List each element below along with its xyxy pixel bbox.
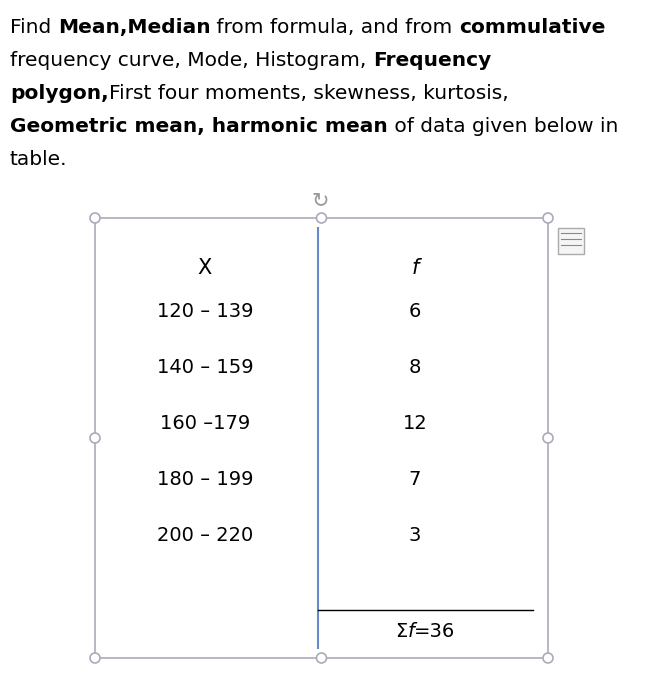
Text: X: X	[198, 258, 212, 278]
Text: Geometric mean, harmonic mean: Geometric mean, harmonic mean	[10, 117, 388, 136]
Circle shape	[543, 653, 553, 663]
Circle shape	[90, 433, 100, 443]
Circle shape	[316, 213, 326, 223]
Text: Frequency: Frequency	[373, 51, 491, 70]
Text: table.: table.	[10, 150, 68, 169]
Circle shape	[90, 653, 100, 663]
Bar	[558, 228, 584, 254]
Text: =36: =36	[414, 622, 456, 641]
Text: 160 –179: 160 –179	[160, 414, 250, 433]
Text: polygon,: polygon,	[10, 84, 108, 103]
Text: ↻: ↻	[311, 190, 328, 210]
Circle shape	[543, 213, 553, 223]
Text: 12: 12	[403, 414, 427, 433]
Text: 8: 8	[409, 358, 421, 377]
Text: 120 – 139: 120 – 139	[157, 302, 254, 321]
Text: First four moments, skewness, kurtosis,: First four moments, skewness, kurtosis,	[108, 84, 508, 103]
Text: Σ: Σ	[395, 622, 407, 641]
Text: frequency curve, Mode, Histogram,: frequency curve, Mode, Histogram,	[10, 51, 373, 70]
Text: Find: Find	[10, 18, 58, 37]
Text: from formula, and from: from formula, and from	[210, 18, 459, 37]
Circle shape	[543, 433, 553, 443]
Bar	[95, 218, 548, 658]
Text: Mean,Median: Mean,Median	[58, 18, 210, 37]
Circle shape	[316, 653, 326, 663]
Text: 7: 7	[409, 470, 421, 489]
Circle shape	[90, 213, 100, 223]
Text: f: f	[407, 622, 414, 641]
Text: 6: 6	[409, 302, 421, 321]
Text: commulative: commulative	[459, 18, 605, 37]
Text: f: f	[411, 258, 419, 278]
Text: of data given below in: of data given below in	[388, 117, 618, 136]
Text: 200 – 220: 200 – 220	[157, 526, 253, 545]
Text: 180 – 199: 180 – 199	[157, 470, 254, 489]
Text: 3: 3	[409, 526, 421, 545]
Text: 140 – 159: 140 – 159	[157, 358, 254, 377]
